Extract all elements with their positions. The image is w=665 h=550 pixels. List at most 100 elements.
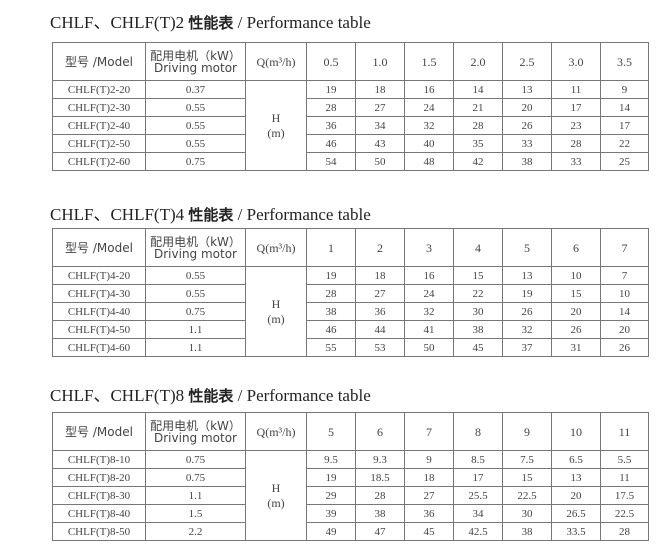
head-value: 28: [306, 284, 356, 303]
flow-value: 10: [551, 412, 601, 451]
model-cell: CHLF(T)2-50: [52, 134, 146, 153]
head-value: 22: [600, 134, 649, 153]
head-value: 8.5: [453, 450, 503, 469]
head-value: 27: [355, 284, 405, 303]
motor-header: 配用电机（kW） Driving motor: [145, 228, 246, 267]
motor-cell: 2.2: [145, 522, 246, 541]
model-header: 型号 /Model: [52, 42, 146, 81]
motor-header-cn: 配用电机（kW）: [150, 418, 241, 433]
table-title: CHLF、CHLF(T)4 性能表 / Performance table: [50, 200, 371, 225]
model-cell: CHLF(T)4-40: [52, 302, 146, 321]
title-model: CHLF、CHLF(T)2: [50, 13, 189, 32]
flow-value: 11: [600, 412, 649, 451]
head-value: 46: [306, 134, 356, 153]
table-row: CHLF(T)8-50 2.2 49 47 45 42.5 38 33.5 28: [52, 522, 649, 541]
flow-value: 2.5: [502, 42, 552, 81]
model-cell: CHLF(T)8-10: [52, 450, 146, 469]
head-label: H: [271, 296, 281, 311]
performance-table: 型号 /Model 配用电机（kW） Driving motor Q(m³/h) 5 6 7…: [52, 412, 649, 541]
head-value: 9.3: [355, 450, 405, 469]
model-header: 型号 /Model: [52, 228, 146, 267]
head-value: 22: [453, 284, 503, 303]
head-value: 36: [306, 116, 356, 135]
head-value: 40: [404, 134, 454, 153]
head-value: 32: [404, 302, 454, 321]
title-cn: 性能表: [188, 14, 234, 32]
head-value: 28: [551, 134, 601, 153]
table-row: CHLF(T)8-20 0.75 19 18.5 18 17 15 13 11: [52, 468, 649, 487]
head-value: 38: [502, 152, 552, 171]
motor-cell: 0.37: [145, 80, 246, 99]
head-value: 9.5: [306, 450, 356, 469]
table-row: CHLF(T)8-10 0.75 H (m) 9.5 9.3 9 8.5 7.5 6.5 5.5: [52, 450, 649, 541]
performance-table: 型号 /Model 配用电机（kW） Driving motor Q(m³/h) 1 2 3…: [52, 228, 649, 357]
head-label: H: [271, 480, 281, 495]
head-value: 15: [453, 266, 503, 285]
header-row: 型号 /Model 配用电机（kW） Driving motor Q(m³/h) 5 6 7…: [52, 412, 649, 451]
head-value: 45: [453, 338, 503, 357]
motor-cell: 0.55: [145, 116, 246, 135]
head-value: 22.5: [600, 504, 649, 523]
head-value: 13: [502, 266, 552, 285]
head-value: 37: [502, 338, 552, 357]
flow-value: 2: [355, 228, 405, 267]
flow-value: 6: [551, 228, 601, 267]
head-value: 28: [600, 522, 649, 541]
head-value: 36: [355, 302, 405, 321]
title-en: / Performance table: [233, 205, 371, 224]
head-value: 7: [600, 266, 649, 285]
head-value: 25.5: [453, 486, 503, 505]
head-value: 22.5: [502, 486, 552, 505]
motor-cell: 0.55: [145, 98, 246, 117]
head-value: 28: [306, 98, 356, 117]
head-value: 55: [306, 338, 356, 357]
head-value: 20: [551, 486, 601, 505]
model-cell: CHLF(T)8-20: [52, 468, 146, 487]
flow-value: 1: [306, 228, 356, 267]
table-row: CHLF(T)4-50 1.1 46 44 41 38 32 26 20: [52, 320, 649, 339]
head-value: 30: [502, 504, 552, 523]
head-value: 14: [453, 80, 503, 99]
head-value: 44: [355, 320, 405, 339]
head-value: 14: [600, 98, 649, 117]
flow-value: 4: [453, 228, 503, 267]
title-cn: 性能表: [188, 206, 234, 224]
motor-cell: 0.75: [145, 468, 246, 487]
head-value: 38: [453, 320, 503, 339]
table-row: CHLF(T)8-40 1.5 39 38 36 34 30 26.5 22.5: [52, 504, 649, 523]
motor-cell: 0.55: [145, 284, 246, 303]
head-value: 24: [404, 284, 454, 303]
head-value: 33: [551, 152, 601, 171]
head-value: 31: [551, 338, 601, 357]
model-cell: CHLF(T)2-30: [52, 98, 146, 117]
table-row: CHLF(T)8-30 1.1 29 28 27 25.5 22.5 20 17.5: [52, 486, 649, 505]
flow-value: 2.0: [453, 42, 503, 81]
head-value: 18: [355, 266, 405, 285]
head-value: 19: [306, 468, 356, 487]
flow-value: 6: [355, 412, 405, 451]
head-value: 11: [551, 80, 601, 99]
motor-header-cn: 配用电机（kW）: [150, 234, 241, 249]
flow-value: 3.0: [551, 42, 601, 81]
motor-header-en: Driving motor: [154, 246, 237, 261]
table-row: CHLF(T)2-30 0.55 28 27 24 21 20 17 14: [52, 98, 649, 117]
head-value: 26: [551, 320, 601, 339]
table-row: CHLF(T)4-60 1.1 55 53 50 45 37 31 26: [52, 338, 649, 357]
table-row: CHLF(T)2-20 0.37 H (m) 19 18 16 14 13 11 9: [52, 80, 649, 171]
head-value: 26: [600, 338, 649, 357]
head-value: 17.5: [600, 486, 649, 505]
head-value: 9: [404, 450, 454, 469]
head-value: 10: [600, 284, 649, 303]
head-value: 16: [404, 266, 454, 285]
flow-value: 3: [404, 228, 454, 267]
flow-value: 5: [502, 228, 552, 267]
head-value: 32: [404, 116, 454, 135]
title-en: / Performance table: [233, 386, 371, 405]
motor-cell: 0.55: [145, 266, 246, 285]
head-value: 38: [306, 302, 356, 321]
flow-header: Q(m³/h): [245, 42, 307, 81]
motor-cell: 1.1: [145, 486, 246, 505]
head-value: 13: [551, 468, 601, 487]
table-row: CHLF(T)4-20 0.55 H (m) 19 18 16 15 13 10 7: [52, 266, 649, 357]
table-title: CHLF、CHLF(T)8 性能表 / Performance table: [50, 381, 371, 406]
